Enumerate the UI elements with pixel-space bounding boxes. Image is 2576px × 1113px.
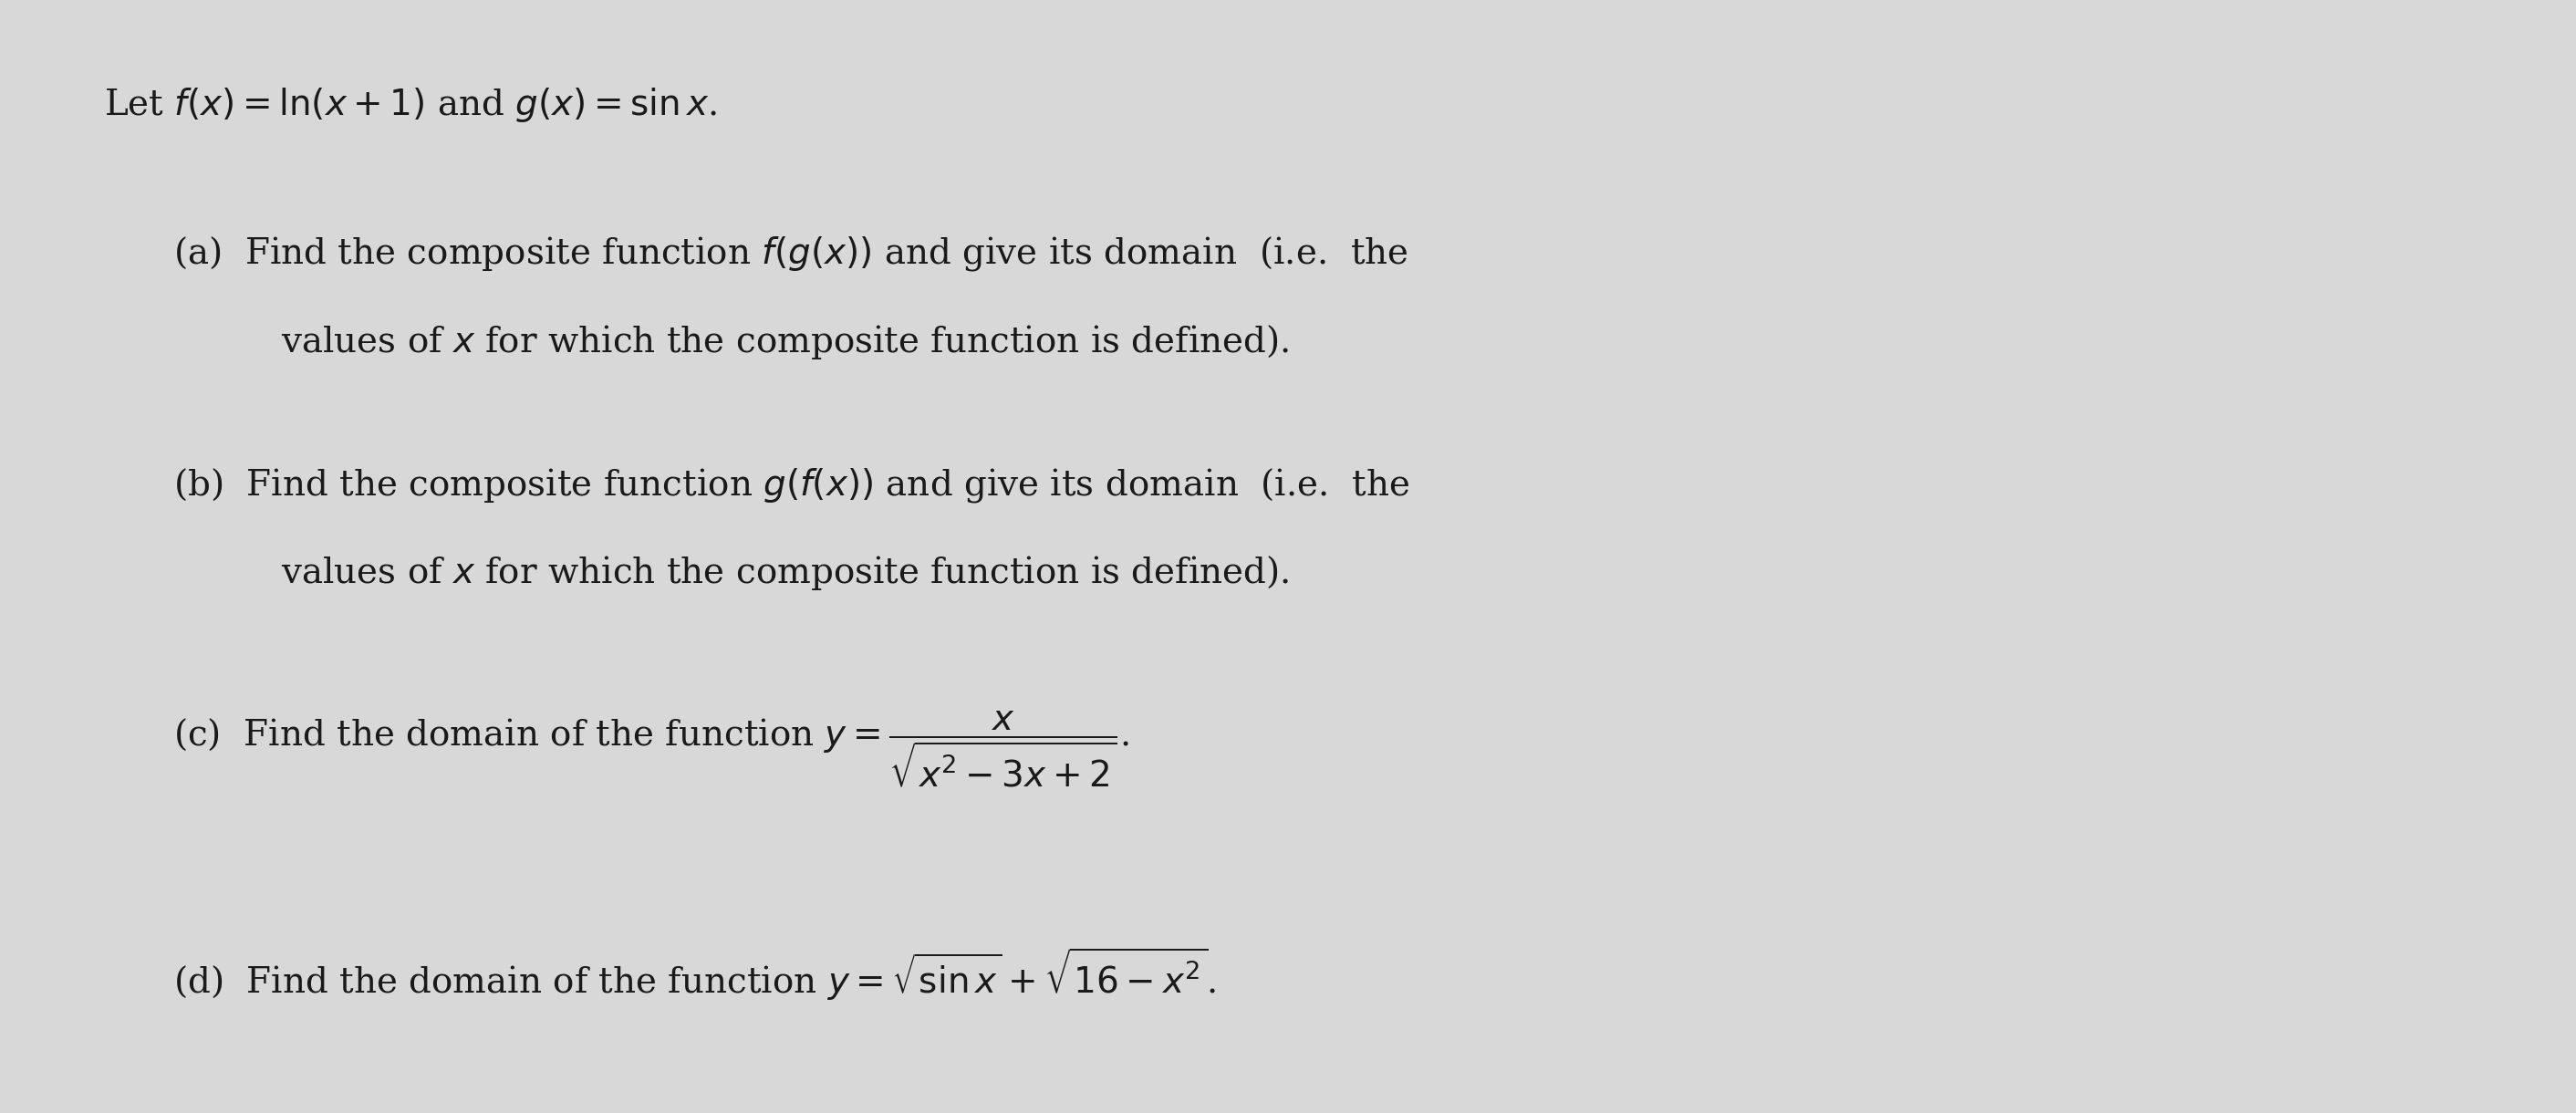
Text: values of $x$ for which the composite function is defined).: values of $x$ for which the composite fu… (281, 323, 1288, 361)
Text: values of $x$ for which the composite function is defined).: values of $x$ for which the composite fu… (281, 554, 1288, 592)
Text: (c)  Find the domain of the function $y = \dfrac{x}{\sqrt{x^2 - 3x + 2}}$.: (c) Find the domain of the function $y =… (173, 709, 1128, 789)
Text: Let $f(x) = \ln(x+1)$ and $g(x) = \sin x$.: Let $f(x) = \ln(x+1)$ and $g(x) = \sin x… (103, 86, 716, 125)
Text: (b)  Find the composite function $g(f(x))$ and give its domain  (i.e.  the: (b) Find the composite function $g(f(x))… (173, 466, 1409, 504)
Text: (a)  Find the composite function $f(g(x))$ and give its domain  (i.e.  the: (a) Find the composite function $f(g(x))… (173, 235, 1409, 273)
Text: (d)  Find the domain of the function $y = \sqrt{\sin x} + \sqrt{16 - x^2}$.: (d) Find the domain of the function $y =… (173, 946, 1216, 1003)
